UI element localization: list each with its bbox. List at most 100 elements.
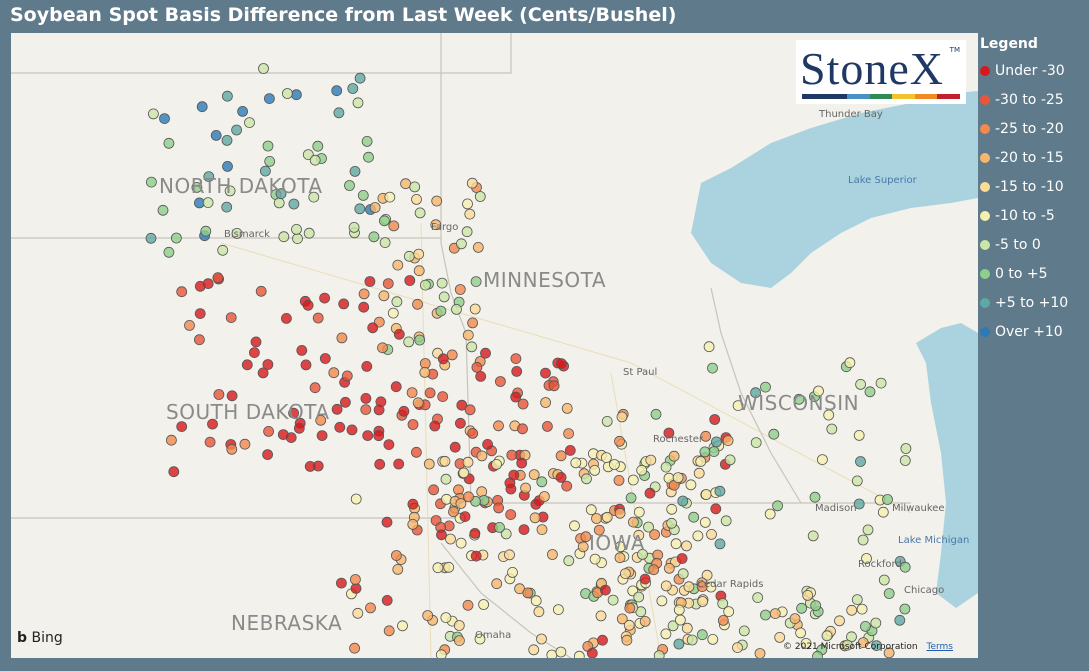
basis-point[interactable] (308, 191, 320, 203)
basis-point[interactable] (639, 573, 651, 585)
basis-point[interactable] (360, 404, 372, 416)
basis-point[interactable] (491, 578, 503, 590)
basis-point[interactable] (470, 550, 482, 562)
basis-point[interactable] (875, 377, 887, 389)
basis-point[interactable] (414, 207, 426, 219)
basis-point[interactable] (500, 528, 512, 540)
basis-point[interactable] (644, 487, 656, 499)
basis-point[interactable] (809, 491, 821, 503)
basis-point[interactable] (210, 130, 222, 141)
basis-point[interactable] (553, 604, 564, 615)
basis-point[interactable] (732, 400, 744, 412)
basis-point[interactable] (593, 524, 605, 536)
basis-point[interactable] (226, 390, 238, 402)
basis-point[interactable] (176, 421, 188, 433)
basis-point[interactable] (469, 527, 481, 539)
legend-item[interactable]: -20 to -15 (980, 143, 1086, 172)
basis-point[interactable] (732, 642, 743, 653)
basis-point[interactable] (319, 292, 331, 304)
basis-point[interactable] (522, 587, 534, 599)
basis-point[interactable] (448, 506, 459, 518)
basis-point[interactable] (241, 359, 253, 371)
basis-point[interactable] (231, 124, 243, 136)
basis-point[interactable] (620, 568, 631, 579)
basis-point[interactable] (293, 422, 305, 434)
basis-point[interactable] (666, 503, 678, 515)
basis-point[interactable] (412, 298, 423, 310)
basis-point[interactable] (419, 358, 431, 369)
basis-point[interactable] (393, 458, 405, 470)
basis-point[interactable] (400, 178, 412, 190)
basis-point[interactable] (676, 553, 688, 564)
basis-point[interactable] (407, 498, 419, 510)
basis-point[interactable] (663, 562, 675, 574)
basis-point[interactable] (670, 538, 682, 550)
basis-point[interactable] (860, 621, 871, 632)
basis-point[interactable] (309, 154, 321, 166)
basis-point[interactable] (700, 430, 712, 442)
basis-point[interactable] (707, 634, 719, 645)
basis-point[interactable] (455, 498, 467, 509)
basis-point[interactable] (813, 385, 824, 397)
basis-point[interactable] (536, 524, 548, 536)
basis-point[interactable] (369, 202, 381, 213)
basis-point[interactable] (653, 650, 665, 658)
basis-point[interactable] (278, 231, 290, 243)
basis-point[interactable] (764, 508, 776, 520)
basis-point[interactable] (693, 467, 705, 479)
basis-point[interactable] (257, 367, 269, 379)
basis-point[interactable] (628, 516, 639, 528)
basis-point[interactable] (346, 424, 358, 436)
basis-point[interactable] (423, 458, 435, 470)
legend-item[interactable]: +5 to +10 (980, 288, 1086, 317)
basis-point[interactable] (292, 233, 303, 245)
basis-point[interactable] (412, 397, 424, 409)
basis-point[interactable] (563, 428, 574, 440)
basis-point[interactable] (259, 165, 271, 177)
basis-point[interactable] (336, 332, 348, 344)
basis-point[interactable] (707, 362, 718, 374)
basis-point[interactable] (673, 638, 685, 650)
basis-point[interactable] (601, 415, 613, 427)
basis-point[interactable] (392, 564, 404, 575)
basis-point[interactable] (708, 446, 720, 458)
basis-point[interactable] (239, 438, 251, 450)
basis-point[interactable] (899, 455, 911, 466)
basis-point[interactable] (338, 298, 350, 310)
basis-point[interactable] (411, 193, 422, 205)
basis-point[interactable] (581, 473, 592, 485)
basis-point[interactable] (403, 336, 415, 348)
basis-point[interactable] (577, 541, 589, 553)
basis-point[interactable] (677, 495, 689, 507)
basis-point[interactable] (378, 215, 390, 227)
basis-point[interactable] (145, 176, 157, 188)
basis-point[interactable] (681, 622, 693, 634)
basis-point[interactable] (710, 503, 722, 515)
basis-point[interactable] (601, 511, 613, 523)
basis-point[interactable] (714, 538, 726, 550)
basis-point[interactable] (724, 454, 736, 466)
basis-point[interactable] (616, 613, 628, 625)
basis-point[interactable] (316, 430, 328, 442)
basis-point[interactable] (315, 414, 327, 426)
basis-point[interactable] (350, 493, 362, 505)
basis-point[interactable] (802, 590, 814, 601)
basis-point[interactable] (440, 612, 452, 623)
basis-point[interactable] (709, 414, 721, 425)
basis-point[interactable] (899, 603, 911, 615)
basis-point[interactable] (511, 365, 523, 377)
basis-point[interactable] (455, 537, 467, 549)
basis-point[interactable] (633, 529, 645, 541)
basis-point[interactable] (194, 308, 206, 320)
basis-point[interactable] (546, 649, 558, 658)
basis-point[interactable] (277, 429, 289, 441)
basis-point[interactable] (163, 246, 175, 258)
basis-point[interactable] (561, 480, 573, 492)
basis-point[interactable] (894, 614, 906, 626)
basis-point[interactable] (472, 241, 484, 253)
basis-point[interactable] (263, 425, 275, 437)
basis-point[interactable] (331, 85, 343, 97)
basis-point[interactable] (163, 137, 175, 149)
basis-point[interactable] (344, 180, 355, 191)
basis-point[interactable] (222, 160, 233, 172)
